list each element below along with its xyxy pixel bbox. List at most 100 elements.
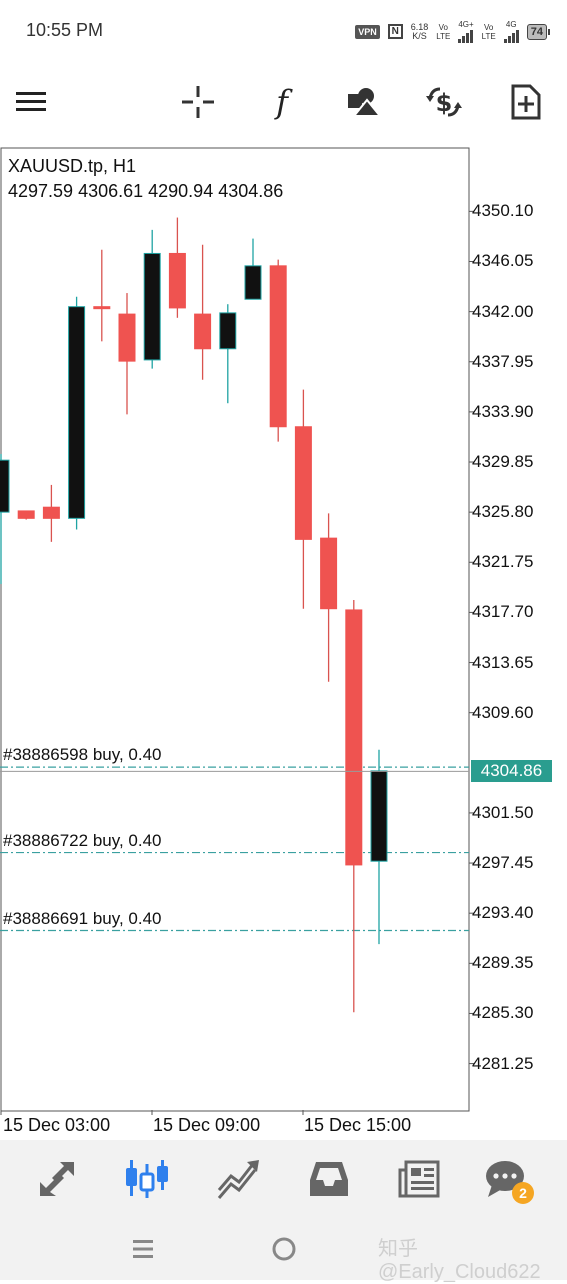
function-icon: f	[276, 83, 288, 121]
recents-icon	[133, 1240, 153, 1258]
candle	[0, 453, 10, 584]
messages-badge: 2	[512, 1182, 534, 1204]
nav-trade[interactable]	[216, 1156, 262, 1202]
y-tick-label: 4285.30	[472, 1003, 534, 1023]
y-tick-label: 4313.65	[472, 652, 534, 672]
candle	[370, 749, 388, 945]
order-lines	[0, 766, 469, 932]
x-tick-label: 15 Dec 09:00	[153, 1115, 261, 1135]
battery-icon: 74	[526, 23, 551, 40]
y-tick-label: 4337.95	[472, 351, 534, 371]
candle	[68, 296, 86, 530]
home-button[interactable]	[269, 1234, 299, 1264]
nfc-icon: N	[387, 24, 403, 39]
y-tick-marks	[469, 210, 474, 1065]
volte-2: Vo LTE	[482, 23, 496, 41]
chart-area[interactable]: XAUUSD.tp, H1 4297.59 4306.61 4290.94 43…	[0, 147, 567, 1140]
candle	[294, 389, 312, 609]
crosshair-button[interactable]	[176, 80, 220, 124]
shapes-icon	[348, 88, 380, 117]
home-circle-icon	[272, 1237, 296, 1261]
candle	[17, 510, 35, 520]
volte-1-top: Vo	[438, 22, 448, 32]
bottom-navigation: 2	[0, 1140, 567, 1218]
candle-body	[294, 426, 312, 540]
menu-icon	[16, 92, 46, 111]
chart-ohlc: 4297.59 4306.61 4290.94 4304.86	[8, 181, 284, 201]
y-tick-label: 4342.00	[472, 301, 534, 321]
candle	[118, 293, 136, 415]
network-speed: 6.18 K/S	[410, 21, 429, 41]
candlestick-chart-icon	[126, 1160, 168, 1198]
candle	[168, 217, 186, 318]
volte-1: Vo LTE	[436, 23, 450, 41]
new-document-icon	[511, 84, 541, 120]
candle-body	[93, 306, 111, 310]
speed-unit: K/S	[412, 30, 427, 41]
nav-quotes[interactable]	[34, 1156, 80, 1202]
chart-symbol: XAUUSD.tp, H1	[8, 156, 137, 176]
network-4g-plus: 4G+	[458, 20, 474, 43]
candle-body	[345, 609, 363, 866]
candle-body	[0, 459, 10, 513]
y-tick-label: 4293.40	[472, 903, 534, 923]
indicators-button[interactable]: f	[260, 80, 304, 124]
y-tick-label: 4321.75	[472, 552, 534, 572]
network-4g-plus-label: 4G+	[458, 20, 474, 29]
svg-text:$: $	[436, 89, 453, 117]
quotes-arrows-icon	[40, 1162, 74, 1196]
nav-history[interactable]	[306, 1156, 352, 1202]
x-tick-label: 15 Dec 03:00	[3, 1115, 111, 1135]
candle-body	[68, 306, 86, 519]
candlestick-chart[interactable]	[0, 147, 567, 1140]
signal-2-icon	[503, 29, 519, 43]
y-tick-label: 4346.05	[472, 251, 534, 271]
candle	[194, 244, 212, 380]
y-tick-label: 4333.90	[472, 401, 534, 421]
order-label[interactable]: #38886598 buy, 0.40	[3, 745, 162, 765]
newspaper-icon	[398, 1160, 440, 1198]
candle-body	[143, 252, 161, 361]
system-navigation: 知乎@Early_Cloud622	[0, 1218, 567, 1283]
new-order-button[interactable]	[504, 80, 548, 124]
inbox-history-icon	[310, 1162, 348, 1196]
trade-button[interactable]: $	[422, 80, 466, 124]
nav-chart[interactable]	[124, 1156, 170, 1202]
candle	[42, 484, 60, 542]
candle-body	[168, 252, 186, 309]
vpn-icon: VPN	[355, 24, 380, 39]
volte-2-top: Vo	[484, 22, 494, 32]
chart-toolbar: f $	[0, 62, 567, 142]
nav-messages[interactable]: 2	[482, 1156, 534, 1204]
y-tick-label: 4289.35	[472, 953, 534, 973]
candle	[345, 600, 363, 1013]
candle-body	[194, 313, 212, 350]
crosshair-icon	[182, 86, 214, 118]
candle-body	[244, 265, 262, 300]
order-label[interactable]: #38886691 buy, 0.40	[3, 908, 162, 928]
candle-body	[219, 312, 237, 350]
volte-2-bottom: LTE	[481, 31, 496, 41]
order-label[interactable]: #38886722 buy, 0.40	[3, 830, 162, 850]
candle	[244, 238, 262, 300]
volte-1-bottom: LTE	[436, 31, 451, 41]
speed-value: 6.18	[410, 21, 429, 32]
x-tick-label: 15 Dec 15:00	[304, 1115, 412, 1135]
candle-body	[118, 313, 136, 362]
y-tick-label: 4301.50	[472, 802, 534, 822]
candle	[320, 513, 338, 682]
objects-button[interactable]	[340, 80, 384, 124]
recents-button[interactable]	[128, 1234, 158, 1264]
y-tick-label: 4325.80	[472, 502, 534, 522]
menu-button[interactable]	[10, 80, 54, 124]
nav-news[interactable]	[396, 1156, 442, 1202]
network-4g: 4G	[503, 20, 519, 43]
status-icons: VPN N 6.18 K/S Vo LTE 4G+ Vo LTE 4G 74	[355, 20, 551, 43]
y-tick-label: 4317.70	[472, 602, 534, 622]
candle-body	[320, 537, 338, 610]
y-tick-label: 4309.60	[472, 702, 534, 722]
candles	[0, 217, 388, 1013]
candle-body	[42, 506, 60, 519]
candle	[219, 304, 237, 404]
current-price-tag: 4304.86	[471, 760, 552, 783]
